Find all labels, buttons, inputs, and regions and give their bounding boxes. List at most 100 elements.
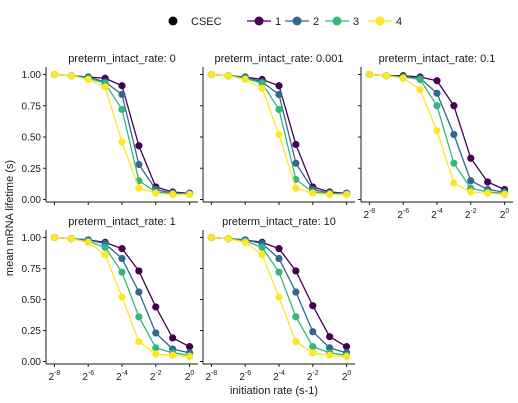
data-point <box>135 184 143 192</box>
data-point <box>399 74 407 82</box>
legend-label-4: 4 <box>396 16 402 28</box>
data-point <box>484 189 492 197</box>
data-point <box>118 105 126 114</box>
series-line <box>54 236 190 348</box>
data-point <box>101 251 109 259</box>
series-2 <box>50 70 194 197</box>
x-tick-label: 2-6 <box>239 370 251 383</box>
data-point <box>342 343 351 351</box>
x-tick-label: 2-2 <box>150 370 162 383</box>
data-point <box>450 159 458 167</box>
x-tick-label: 2-2 <box>465 208 477 221</box>
data-point <box>118 90 126 99</box>
facet-panel: preterm_intact_rate: 10 2-8 2-6 2-4 2-2 20 <box>200 216 355 383</box>
data-point <box>152 303 160 311</box>
data-point <box>118 268 126 276</box>
x-tick-label: 2-4 <box>273 370 285 383</box>
data-point <box>258 251 266 259</box>
data-point <box>135 313 143 321</box>
data-point <box>433 127 441 135</box>
data-point <box>326 351 334 359</box>
data-point <box>275 245 283 253</box>
data-point <box>135 160 143 169</box>
legend-key-1 <box>254 16 264 26</box>
y-tick-label: 1.00 <box>22 233 42 244</box>
x-tick-label: 2-6 <box>397 208 409 221</box>
facet-panel: preterm_intact_rate: 0.001 <box>200 53 355 205</box>
data-point <box>207 70 216 79</box>
data-point <box>416 85 424 94</box>
data-point <box>326 344 334 352</box>
legend-key-csec <box>168 16 178 26</box>
data-point <box>118 254 126 263</box>
series-4 <box>50 233 194 361</box>
data-point <box>467 188 475 196</box>
legend-item-1: 1 <box>247 16 281 28</box>
data-point <box>185 343 194 351</box>
y-axis-label: mean mRNA lifetime (s) <box>4 160 16 276</box>
series-3 <box>50 70 194 199</box>
legend-label-csec: CSEC <box>191 16 222 28</box>
data-point <box>292 267 300 275</box>
data-point <box>50 233 59 242</box>
data-point <box>275 293 283 301</box>
data-point <box>101 243 109 251</box>
x-tick-label: 20 <box>342 370 352 383</box>
data-point <box>292 184 300 192</box>
data-point <box>433 77 441 85</box>
y-tick-label: 0.50 <box>22 133 42 144</box>
data-point <box>500 190 509 199</box>
data-point <box>118 293 126 301</box>
series-4 <box>365 70 509 199</box>
data-point <box>309 343 317 351</box>
facet-panel: preterm_intact_rate: 0.1 2-8 2-6 2-4 2-2 20 <box>358 53 513 221</box>
data-point <box>185 352 194 361</box>
data-point <box>292 288 300 296</box>
data-point <box>185 190 194 199</box>
data-point <box>275 268 283 276</box>
y-tick-label: 0.00 <box>22 357 42 368</box>
data-point <box>258 243 266 251</box>
x-tick-label: 20 <box>500 208 510 221</box>
x-tick-label: 2-4 <box>431 208 443 221</box>
legend-key-3 <box>332 16 342 26</box>
x-tick-label: 2-2 <box>307 370 319 383</box>
data-point <box>258 79 266 87</box>
panel-title: preterm_intact_rate: 10 <box>222 216 336 228</box>
data-point <box>135 142 143 150</box>
data-point <box>169 334 177 342</box>
data-point <box>152 329 160 337</box>
data-point <box>84 75 92 84</box>
series-line <box>211 236 347 348</box>
panel-title: preterm_intact_rate: 0 <box>68 53 176 65</box>
x-tick-label: 2-8 <box>364 208 376 221</box>
legend: CSEC 1 2 3 4 <box>168 16 402 28</box>
data-point <box>275 105 283 114</box>
y-tick-label: 0.50 <box>22 295 42 306</box>
y-tick-label: 0.25 <box>22 326 42 337</box>
legend-label-1: 1 <box>275 16 281 28</box>
panel-title: preterm_intact_rate: 1 <box>68 216 176 228</box>
series-1 <box>207 233 351 351</box>
data-point <box>275 130 283 139</box>
data-point <box>292 159 300 167</box>
y-tick-label: 1.00 <box>22 70 42 81</box>
data-point <box>118 82 126 90</box>
data-point <box>309 349 317 357</box>
facet-panels: preterm_intact_rate: 0 0.00 0.25 0.50 0.75 1.… <box>22 53 513 383</box>
data-point <box>309 328 317 336</box>
data-point <box>169 351 177 359</box>
series-4 <box>50 70 194 199</box>
data-point <box>67 235 75 243</box>
x-tick-label: 2-6 <box>82 370 94 383</box>
data-point <box>84 238 92 247</box>
data-point <box>152 350 160 358</box>
legend-key-2 <box>292 16 302 26</box>
y-tick-label: 0.25 <box>22 164 42 175</box>
data-point <box>67 72 75 80</box>
data-point <box>135 288 143 296</box>
data-point <box>101 83 109 91</box>
data-point <box>224 72 232 80</box>
x-axis-label: initiation rate (s-1) <box>230 385 318 397</box>
data-point <box>342 190 351 199</box>
